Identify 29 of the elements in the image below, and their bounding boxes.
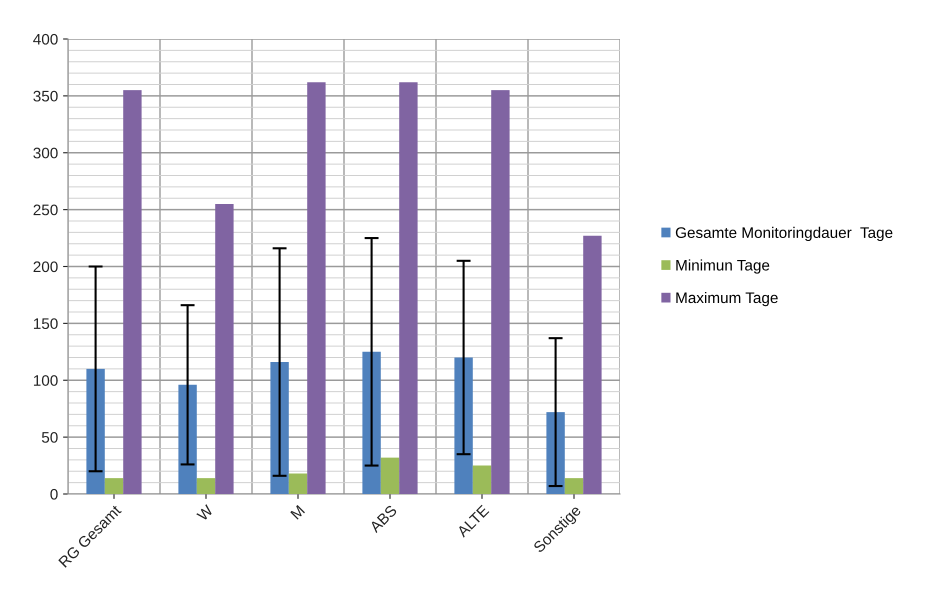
y-tick-label: 100 xyxy=(34,375,58,386)
y-tick-label: 300 xyxy=(33,148,58,158)
bar xyxy=(288,474,308,494)
bar xyxy=(583,236,602,494)
legend-label: Gesamte Monitoringdauer Tage xyxy=(676,226,892,242)
bar xyxy=(196,478,216,494)
bar xyxy=(472,466,492,494)
y-tick-label: 150 xyxy=(34,318,58,330)
bar xyxy=(178,384,197,494)
bar xyxy=(307,82,326,494)
bar xyxy=(123,90,142,494)
bar xyxy=(454,358,473,494)
bar xyxy=(564,478,584,494)
x-tick-label: M xyxy=(290,505,305,520)
y-tick-label: 0 xyxy=(50,488,58,500)
bar xyxy=(215,204,234,494)
y-tick-label: 350 xyxy=(33,90,58,102)
x-tick-label: W xyxy=(196,504,214,522)
y-tick-label: 200 xyxy=(34,261,58,272)
bar xyxy=(399,82,418,494)
legend-label: Minimun Tage xyxy=(676,259,770,274)
legend-label: Maximum Tage xyxy=(676,292,778,306)
bar xyxy=(104,478,124,494)
y-tick-label: 400 xyxy=(33,34,58,45)
y-tick-label: 250 xyxy=(34,204,58,216)
bar xyxy=(362,352,381,494)
y-tick-label: 50 xyxy=(42,432,58,443)
bar xyxy=(380,458,400,494)
bar xyxy=(491,90,510,494)
